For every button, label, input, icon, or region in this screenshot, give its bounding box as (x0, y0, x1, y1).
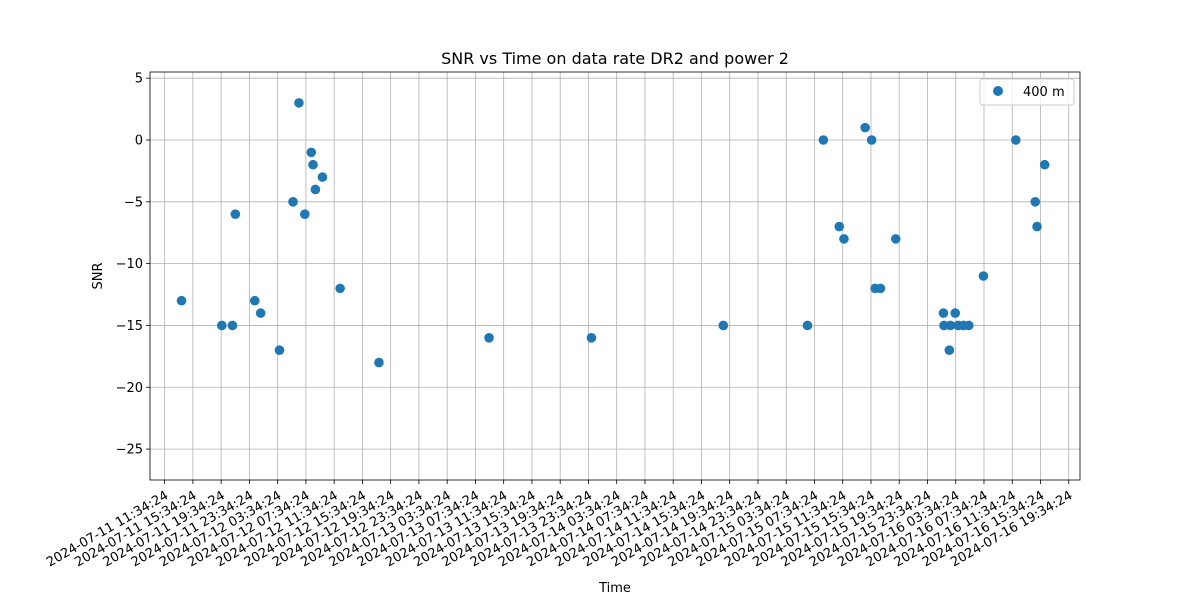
y-tick-label: 5 (135, 72, 143, 87)
data-point (802, 320, 813, 331)
data-point (818, 135, 829, 145)
x-axis-label: Time (598, 581, 631, 596)
data-point (176, 295, 187, 306)
y-tick-label: −25 (116, 443, 143, 458)
data-point (890, 234, 901, 244)
data-point (374, 357, 384, 368)
y-axis-ticks: 5 0 −5 −10 −15 −20 −25 (116, 72, 150, 458)
data-point (294, 98, 304, 108)
data-point (1032, 221, 1042, 232)
data-point (944, 345, 955, 355)
data-point (938, 308, 949, 318)
y-tick-label: −15 (116, 319, 143, 334)
data-point (950, 308, 961, 318)
data-point (335, 283, 345, 294)
data-point (1039, 159, 1050, 170)
y-axis-label: SNR (91, 262, 106, 289)
data-point (834, 221, 845, 232)
data-point (274, 345, 285, 355)
legend: 400 m (979, 78, 1075, 106)
data-point (945, 320, 956, 331)
grid-lines (150, 72, 1080, 480)
data-point (866, 135, 877, 145)
data-point (718, 320, 729, 331)
y-tick-label: −5 (124, 195, 143, 210)
data-point (978, 271, 989, 281)
data-point (963, 320, 974, 331)
data-point (586, 333, 597, 343)
data-point (839, 234, 849, 244)
legend-label: 400 m (1023, 85, 1065, 100)
chart-title: SNR vs Time on data rate DR2 and power 2 (441, 49, 789, 68)
data-point (875, 283, 886, 294)
legend-box (979, 78, 1075, 106)
data-point (227, 320, 238, 331)
data-point (230, 209, 241, 219)
data-point (308, 159, 318, 170)
data-point (310, 184, 321, 195)
data-point (1011, 135, 1021, 145)
data-point (306, 147, 317, 158)
data-point (217, 320, 227, 331)
plot-frame (149, 71, 1081, 481)
data-point (255, 308, 266, 318)
data-point (317, 172, 328, 182)
y-tick-label: −20 (116, 381, 143, 396)
data-point (860, 122, 870, 133)
y-tick-label: −10 (116, 257, 143, 272)
data-points (176, 98, 1050, 368)
data-point (484, 333, 494, 343)
data-point (300, 209, 310, 219)
data-point (1030, 197, 1041, 207)
data-point (288, 197, 298, 207)
legend-marker (993, 86, 1003, 96)
data-point (249, 295, 260, 306)
y-tick-label: 0 (135, 134, 143, 149)
